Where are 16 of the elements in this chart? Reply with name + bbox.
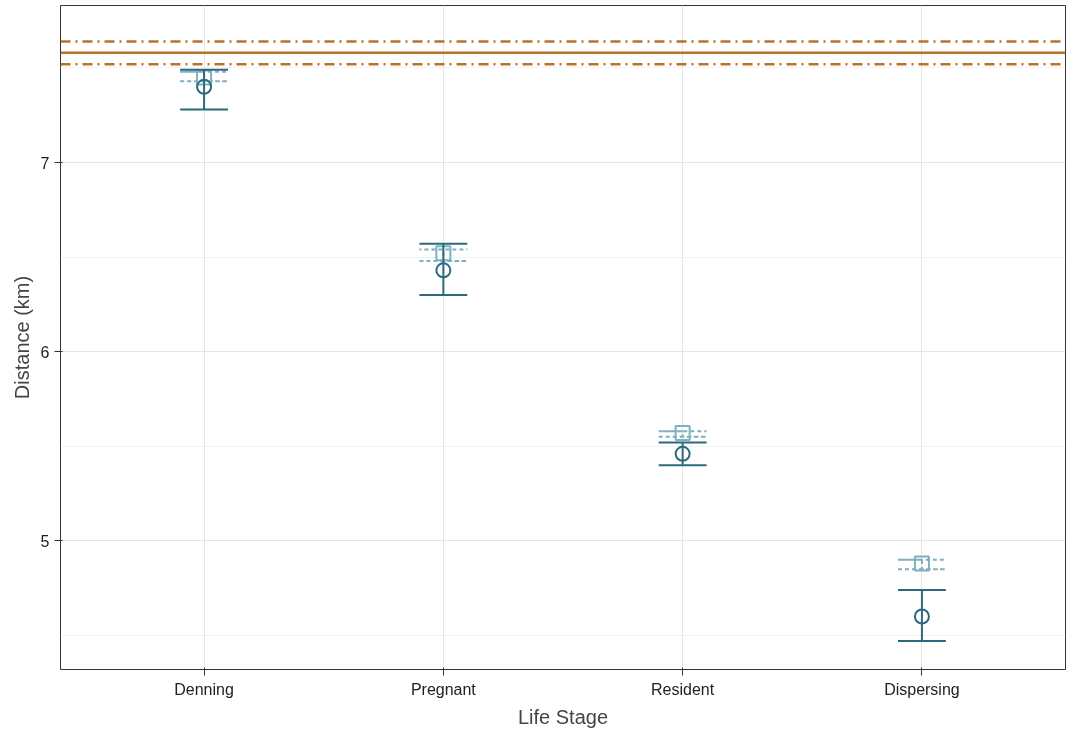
x-tick-label: Denning (174, 680, 234, 698)
point (435, 262, 452, 279)
y-tick-label: 5 (40, 532, 50, 550)
point (196, 78, 213, 95)
y-axis-title: Distance (km) (10, 275, 33, 400)
y-tick-label: 7 (40, 154, 50, 172)
point (435, 245, 452, 262)
x-tick-label: Dispersing (884, 680, 960, 698)
point (913, 608, 930, 625)
x-tick-label: Resident (651, 680, 715, 698)
x-tick-label: Pregnant (410, 680, 477, 698)
point (674, 425, 691, 442)
point (913, 555, 930, 572)
x-axis-title: Life Stage (517, 705, 609, 728)
point (674, 445, 691, 462)
y-tick-label: 6 (40, 343, 50, 361)
